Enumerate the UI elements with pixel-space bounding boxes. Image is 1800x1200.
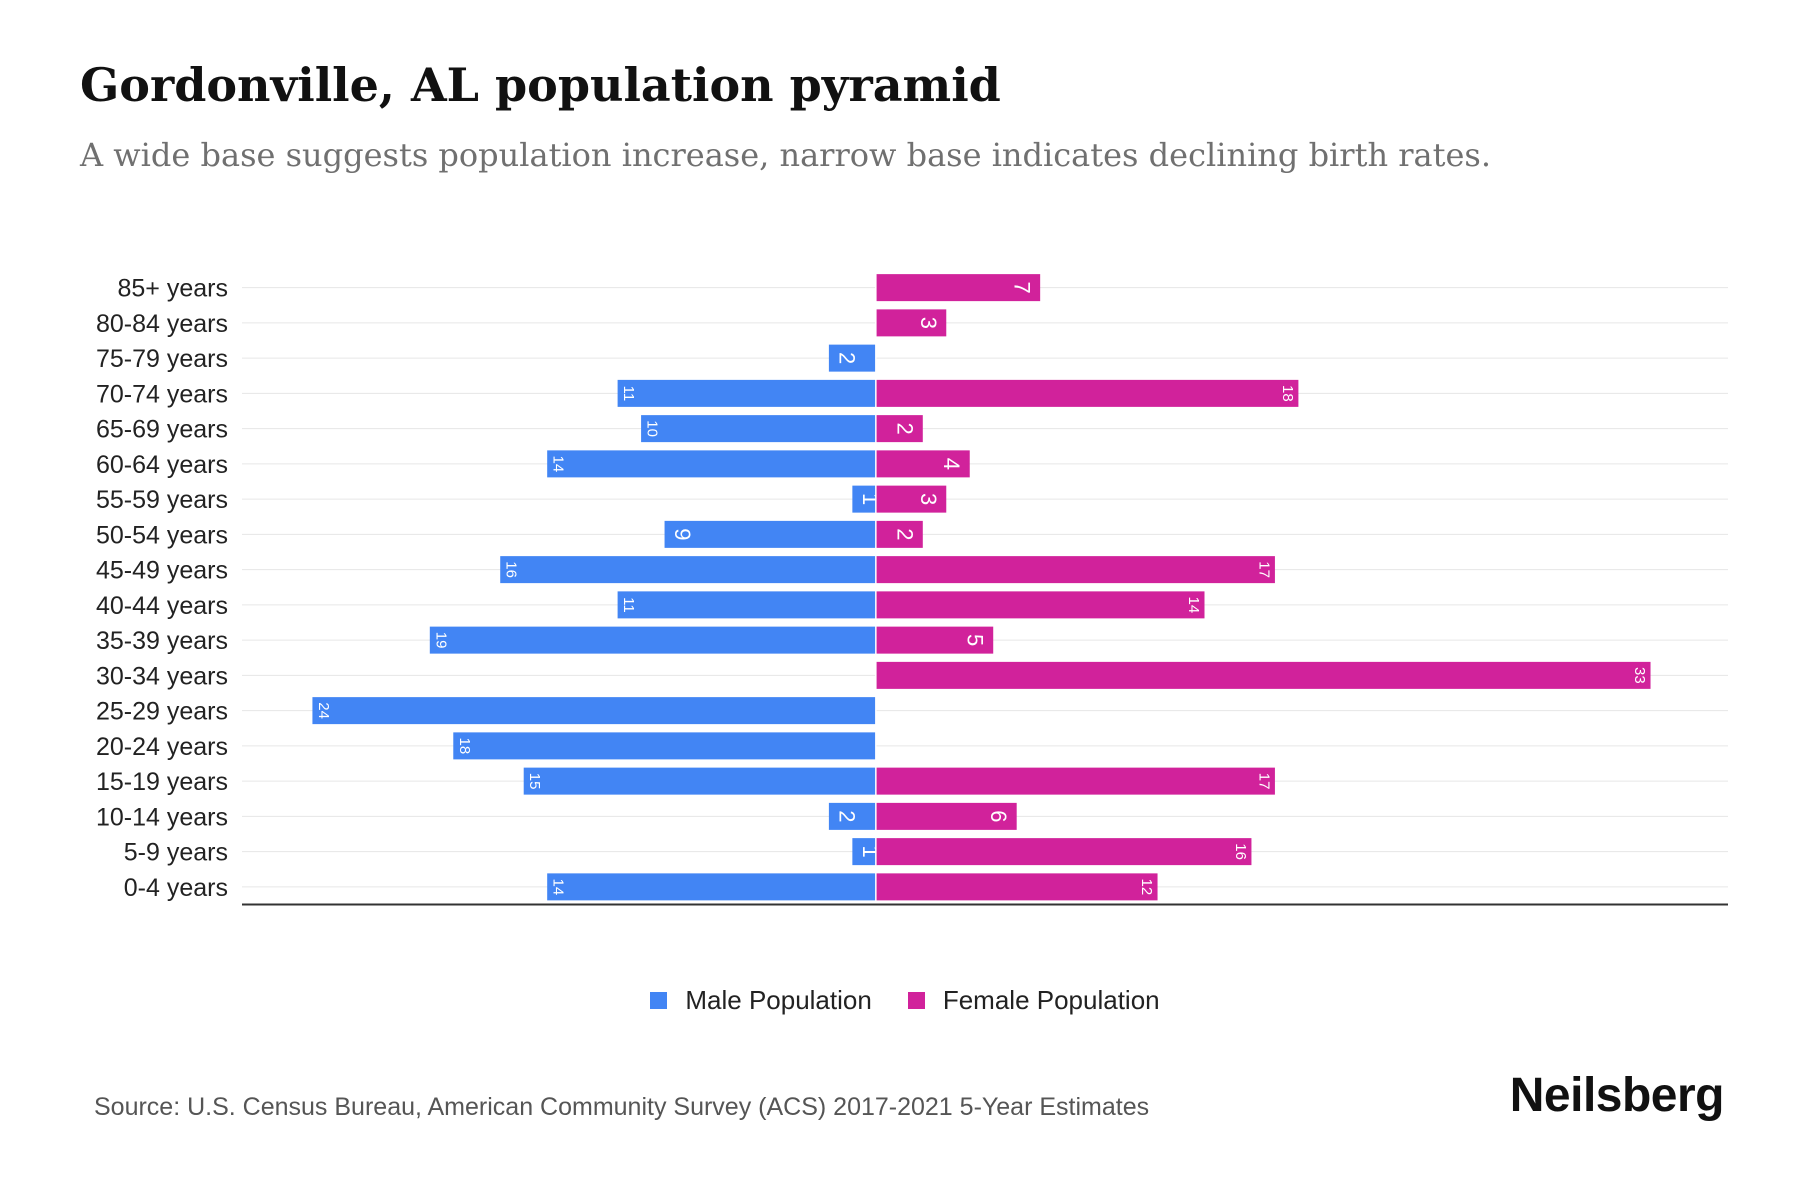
female-bar bbox=[875, 556, 1275, 584]
tick-label: 10-14 years bbox=[96, 803, 228, 831]
male-data-label: 11 bbox=[620, 597, 637, 613]
female-bar bbox=[875, 274, 1041, 302]
female-data-label: 16 bbox=[1232, 843, 1249, 860]
female-data-label: 4 bbox=[939, 458, 964, 470]
male-bar bbox=[617, 591, 876, 619]
male-data-label: 16 bbox=[503, 561, 520, 578]
female-bar bbox=[875, 485, 947, 513]
chart-legend: Male Population Female Population bbox=[0, 985, 1800, 1016]
male-bar bbox=[828, 802, 876, 830]
source-note: Source: U.S. Census Bureau, American Com… bbox=[94, 1093, 1150, 1121]
male-bar bbox=[828, 344, 876, 372]
male-bar bbox=[641, 415, 876, 443]
tick-label: 35-39 years bbox=[96, 627, 228, 655]
tick-label: 60-64 years bbox=[96, 451, 228, 479]
legend-swatch-female bbox=[907, 992, 925, 1009]
male-bar bbox=[852, 838, 876, 866]
male-data-label: 11 bbox=[620, 386, 637, 402]
female-bar bbox=[875, 309, 947, 337]
male-data-label: 24 bbox=[315, 702, 332, 719]
male-bar bbox=[617, 379, 876, 407]
male-bar bbox=[312, 697, 876, 725]
tick-label: 45-49 years bbox=[96, 557, 228, 585]
male-bar bbox=[429, 626, 876, 654]
female-data-label: 5 bbox=[963, 634, 988, 646]
female-data-label: 2 bbox=[892, 528, 917, 540]
male-bar bbox=[523, 767, 876, 795]
female-bar bbox=[875, 520, 923, 548]
female-bar bbox=[875, 873, 1158, 901]
female-bar bbox=[875, 838, 1252, 866]
female-bar bbox=[875, 379, 1299, 407]
tick-label: 55-59 years bbox=[96, 486, 228, 514]
male-bar bbox=[547, 873, 876, 901]
population-pyramid-chart: 85+ years 7 80-84 years 3 75-79 years 2 70-74 … bbox=[96, 270, 1728, 906]
female-bar bbox=[875, 591, 1205, 619]
female-data-label: 17 bbox=[1255, 561, 1272, 578]
female-data-label: 12 bbox=[1138, 879, 1155, 896]
legend-item-female[interactable]: Female Population bbox=[907, 985, 1160, 1016]
male-bar bbox=[852, 485, 876, 513]
tick-label: 15-19 years bbox=[96, 768, 228, 796]
tick-label: 80-84 years bbox=[96, 310, 228, 338]
male-data-label: 14 bbox=[550, 456, 567, 473]
legend-label-female: Female Population bbox=[942, 985, 1160, 1015]
tick-label: 5-9 years bbox=[124, 839, 228, 867]
chart-subtitle: A wide base suggests population increase… bbox=[80, 136, 1491, 174]
tick-label: 65-69 years bbox=[96, 416, 228, 444]
female-bar bbox=[875, 802, 1017, 830]
tick-label: 75-79 years bbox=[96, 345, 228, 373]
female-bar bbox=[875, 450, 970, 478]
female-data-label: 2 bbox=[892, 423, 917, 435]
male-data-label: 14 bbox=[550, 879, 567, 896]
tick-label: 40-44 years bbox=[96, 592, 228, 620]
female-data-label: 7 bbox=[1010, 282, 1035, 294]
tick-label: 85+ years bbox=[118, 275, 229, 303]
male-data-label: 2 bbox=[834, 810, 859, 822]
male-bar bbox=[547, 450, 876, 478]
tick-label: 50-54 years bbox=[96, 521, 228, 549]
male-data-label: 2 bbox=[834, 352, 859, 364]
male-data-label: 15 bbox=[526, 773, 543, 790]
female-data-label: 3 bbox=[916, 317, 941, 329]
female-data-label: 33 bbox=[1631, 667, 1648, 684]
tick-label: 0-4 years bbox=[124, 874, 228, 902]
male-bar bbox=[453, 732, 876, 760]
male-data-label: 19 bbox=[432, 632, 449, 649]
tick-label: 20-24 years bbox=[96, 733, 228, 761]
legend-item-male[interactable]: Male Population bbox=[650, 985, 872, 1016]
female-bar bbox=[875, 661, 1651, 689]
tick-label: 70-74 years bbox=[96, 380, 228, 408]
brand-logo: Neilsberg bbox=[1509, 1069, 1725, 1122]
female-bar bbox=[875, 415, 923, 443]
tick-label: 25-29 years bbox=[96, 698, 228, 726]
female-data-label: 14 bbox=[1185, 597, 1202, 614]
legend-swatch-male bbox=[650, 992, 668, 1009]
male-data-label: 18 bbox=[456, 738, 473, 755]
tick-label: 30-34 years bbox=[96, 662, 228, 690]
male-bar bbox=[500, 556, 876, 584]
female-bar bbox=[875, 767, 1275, 795]
female-data-label: 17 bbox=[1255, 773, 1272, 790]
female-bar bbox=[875, 626, 994, 654]
female-data-label: 18 bbox=[1279, 385, 1296, 402]
male-data-label: 9 bbox=[670, 528, 695, 540]
chart-title: Gordonville, AL population pyramid bbox=[80, 58, 1001, 112]
male-data-label: 10 bbox=[644, 420, 661, 437]
legend-label-male: Male Population bbox=[685, 985, 872, 1015]
female-data-label: 6 bbox=[986, 810, 1011, 822]
female-data-label: 3 bbox=[916, 493, 941, 505]
male-bar bbox=[664, 520, 876, 548]
